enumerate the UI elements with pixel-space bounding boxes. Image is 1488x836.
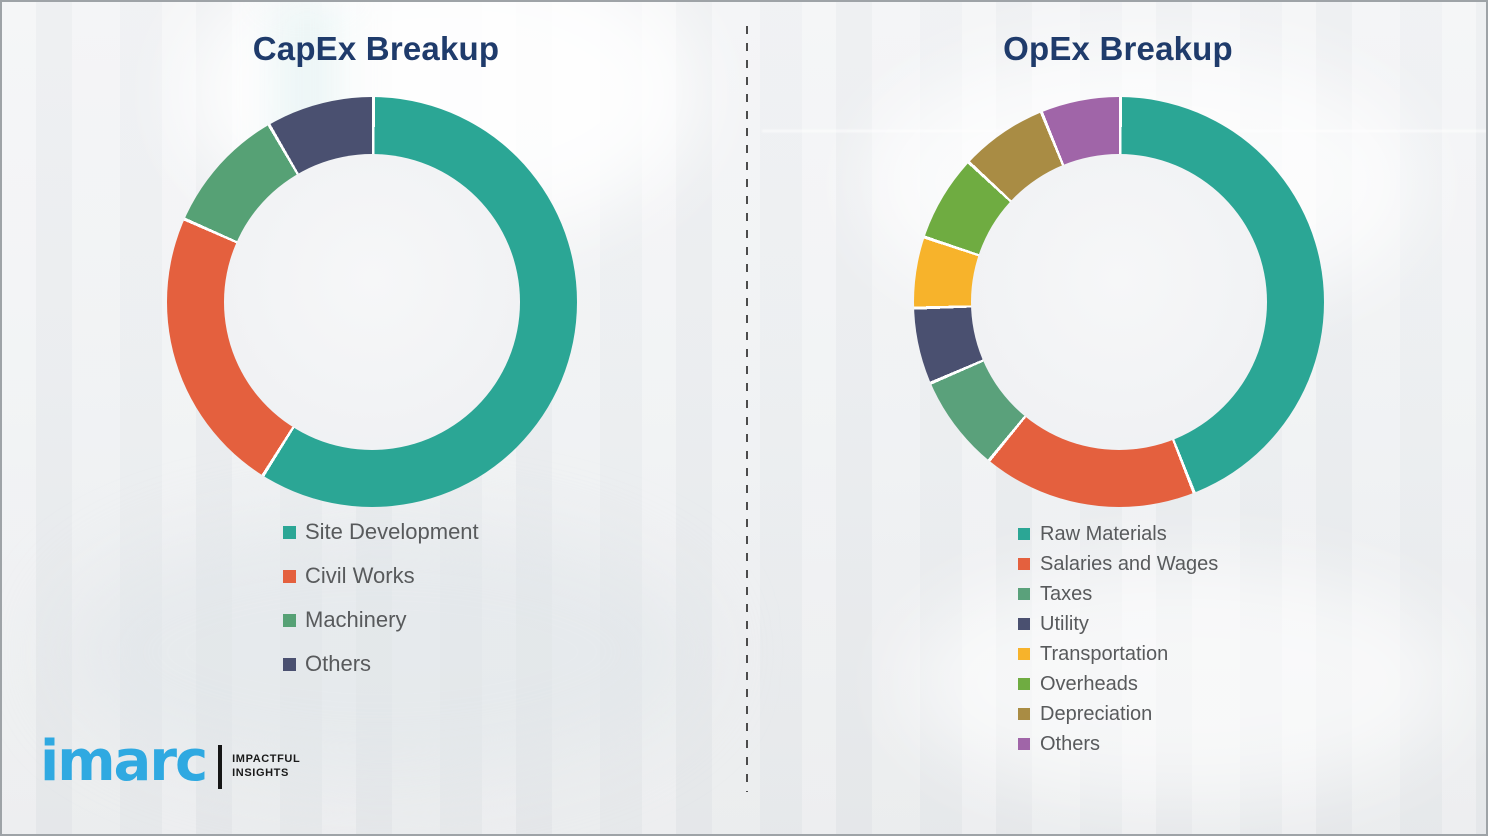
tagline-line-1: IMPACTFUL <box>232 753 301 766</box>
legend-swatch-icon <box>1018 588 1030 600</box>
capex-legend: Site Development Civil Works Machinery O… <box>283 510 479 686</box>
opex-donut-chart <box>914 97 1324 507</box>
legend-item-transportation: Transportation <box>1018 639 1218 669</box>
legend-item-utility: Utility <box>1018 609 1218 639</box>
opex-title: OpEx Breakup <box>1003 30 1233 67</box>
legend-swatch-icon <box>1018 738 1030 750</box>
imarc-logo: imarc IMPACTFUL INSIGHTS <box>40 728 300 794</box>
legend-label: Taxes <box>1040 583 1093 605</box>
legend-swatch-icon <box>1018 558 1030 570</box>
legend-label: Machinery <box>305 607 407 632</box>
legend-swatch-icon <box>1018 648 1030 660</box>
legend-swatch-icon <box>1018 618 1030 630</box>
legend-item-machinery: Machinery <box>283 598 479 642</box>
legend-label: Civil Works <box>305 563 415 588</box>
legend-swatch-icon <box>283 613 296 627</box>
legend-label: Salaries and Wages <box>1040 553 1219 575</box>
legend-item-others-capex: Others <box>283 642 479 686</box>
imarc-logo-wordmark: imarc <box>40 728 208 794</box>
capex-donut-hole <box>224 154 520 450</box>
legend-label: Overheads <box>1040 673 1138 695</box>
legend-item-depreciation: Depreciation <box>1018 699 1218 729</box>
capex-donut-chart <box>167 97 577 507</box>
legend-item-raw-materials: Raw Materials <box>1018 519 1218 549</box>
legend-label: Others <box>1040 733 1101 755</box>
legend-label: Transportation <box>1040 643 1169 665</box>
legend-swatch-icon <box>1018 708 1030 720</box>
legend-label: Utility <box>1040 613 1089 635</box>
legend-swatch-icon <box>283 569 296 583</box>
legend-item-others-opex: Others <box>1018 729 1218 759</box>
legend-item-salaries-and-wages: Salaries and Wages <box>1018 549 1218 579</box>
logo-tagline: IMPACTFUL INSIGHTS <box>232 753 300 781</box>
legend-item-civil-works: Civil Works <box>283 554 479 598</box>
capex-title: CapEx Breakup <box>252 30 500 67</box>
legend-label: Site Development <box>305 519 479 544</box>
legend-label: Others <box>305 651 372 676</box>
legend-item-overheads: Overheads <box>1018 669 1218 699</box>
tagline-line-2: INSIGHTS <box>232 767 289 779</box>
legend-label: Depreciation <box>1040 703 1153 725</box>
legend-item-site-development: Site Development <box>283 510 479 554</box>
dashed-divider <box>746 26 748 792</box>
legend-swatch-icon <box>1018 528 1030 540</box>
legend-swatch-icon <box>1018 678 1030 690</box>
opex-donut-hole <box>971 154 1267 450</box>
legend-item-taxes: Taxes <box>1018 579 1218 609</box>
logo-divider-bar <box>218 745 223 789</box>
legend-label: Raw Materials <box>1040 523 1167 545</box>
legend-swatch-icon <box>283 657 296 671</box>
opex-legend: Raw Materials Salaries and Wages Taxes U… <box>1018 519 1218 759</box>
legend-swatch-icon <box>283 525 296 539</box>
